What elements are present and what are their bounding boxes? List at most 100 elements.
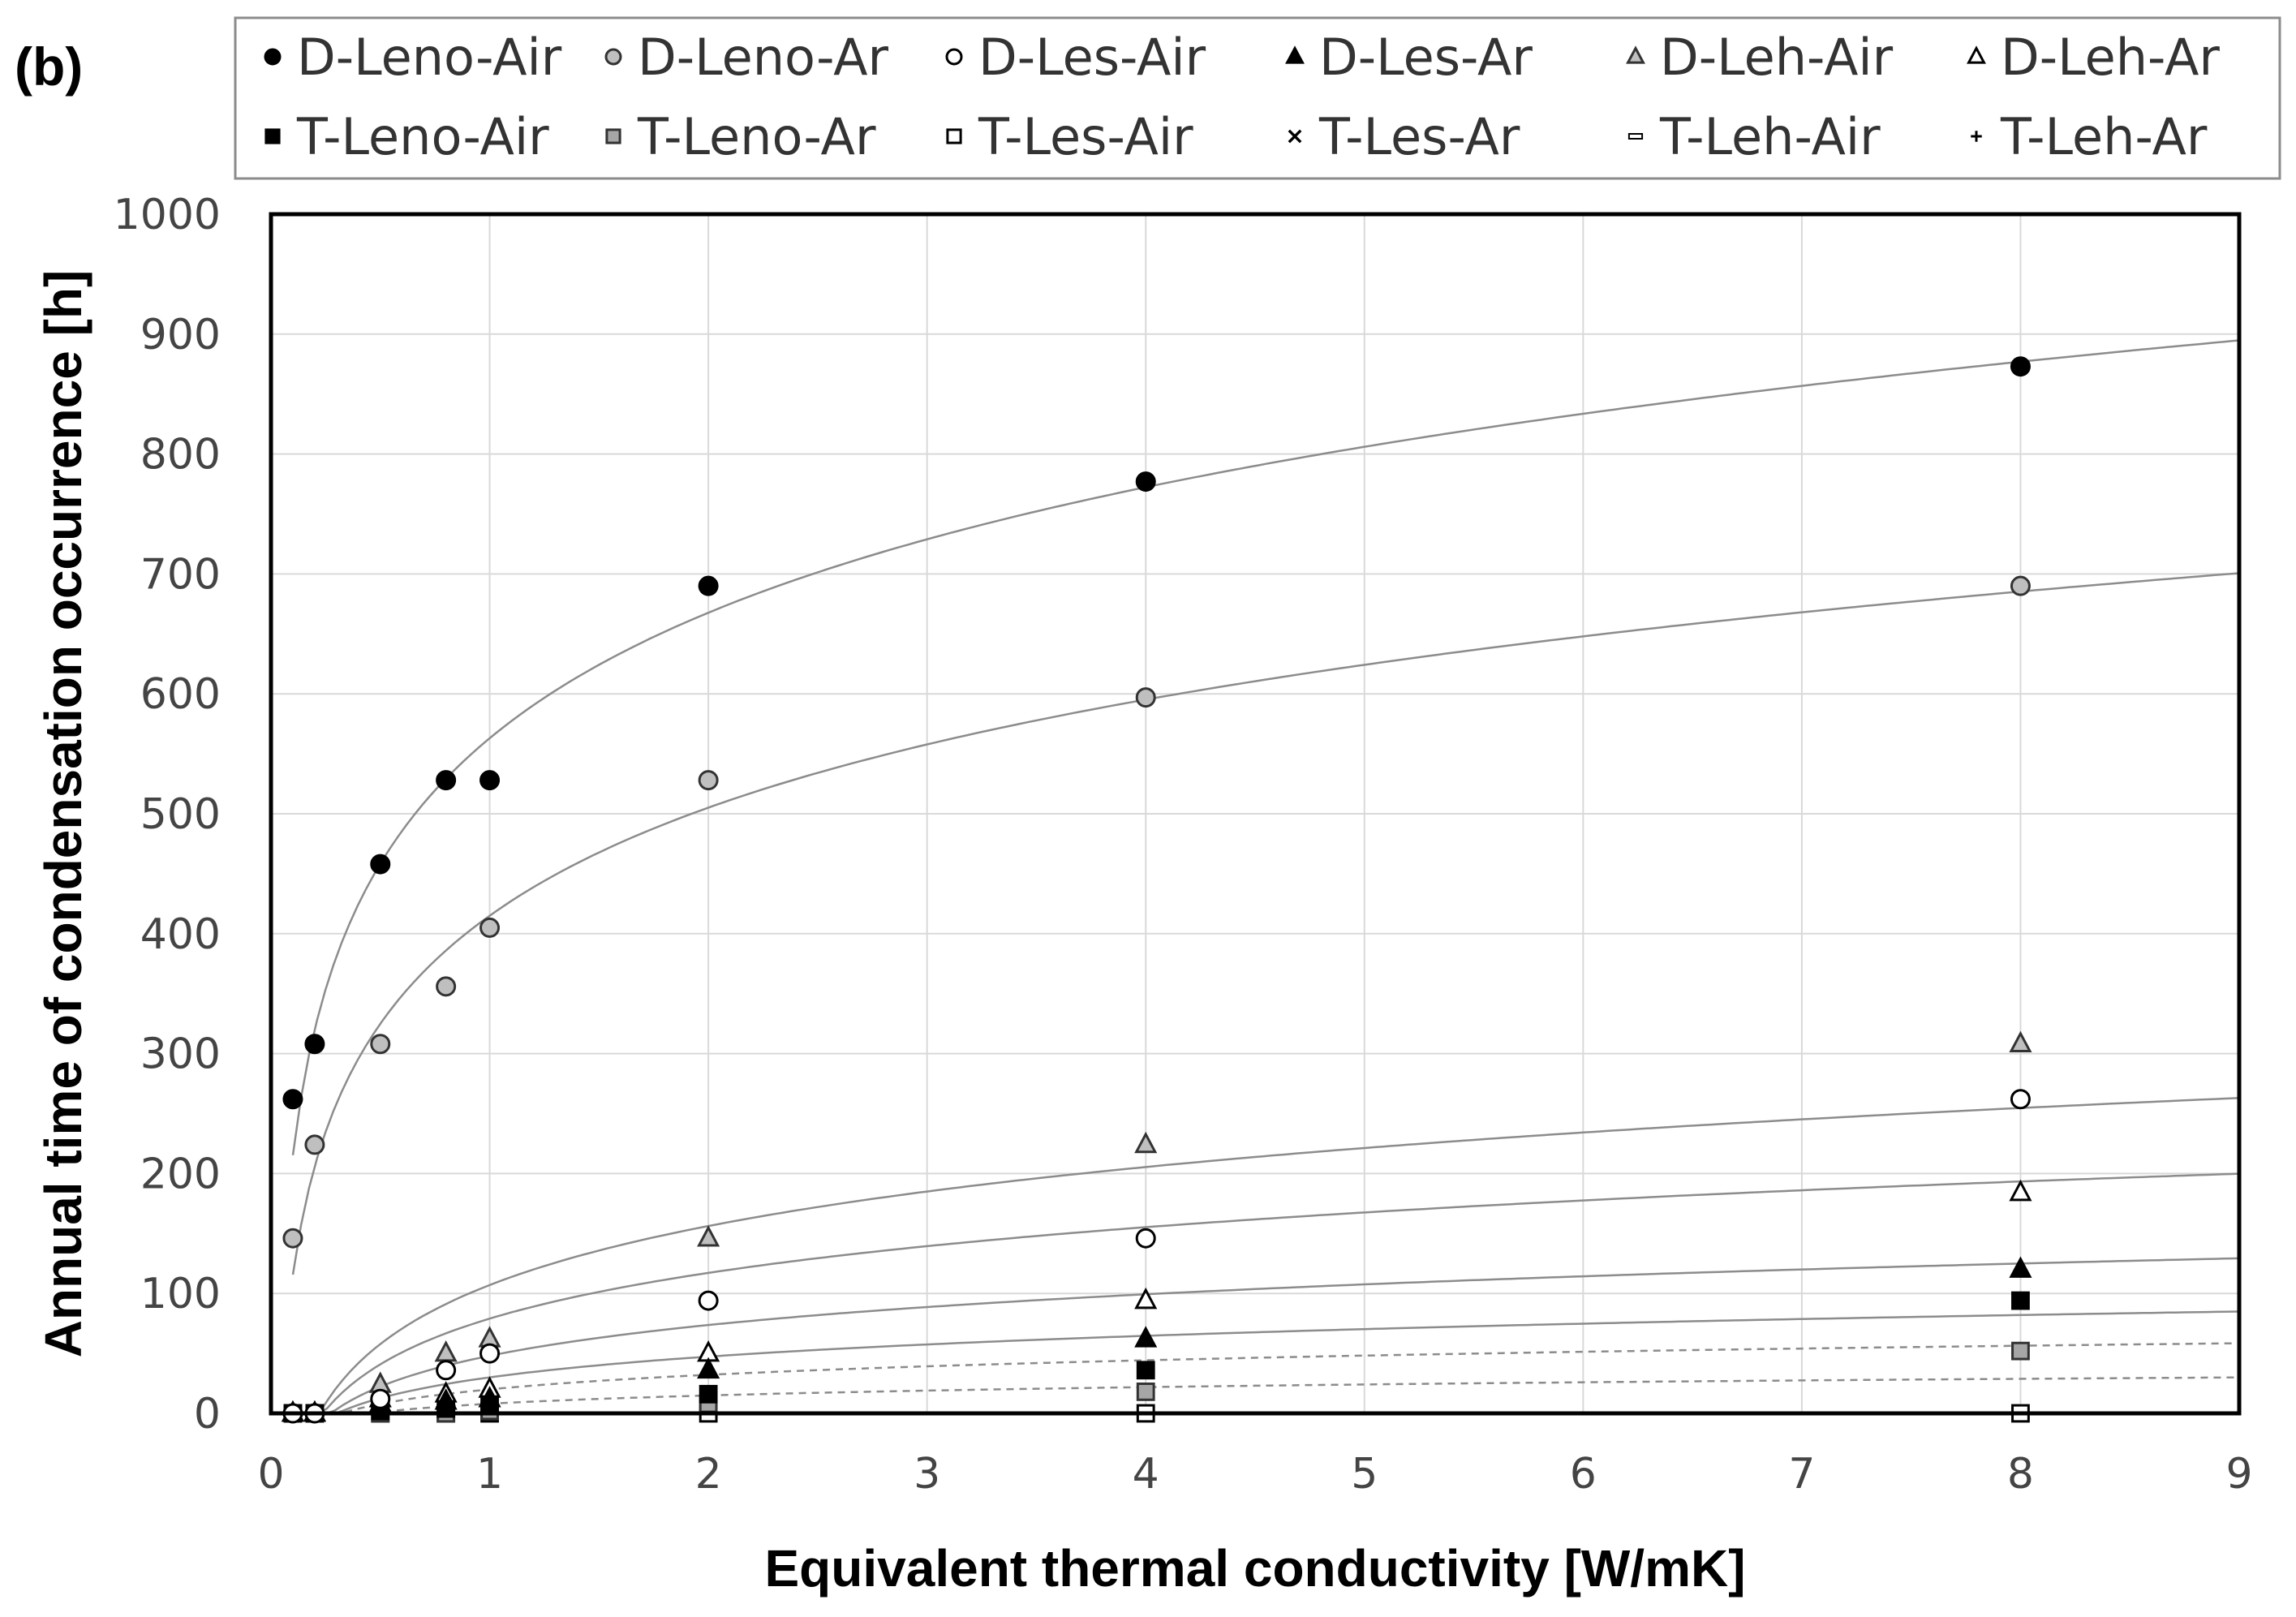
trendline-d-les-ar [319, 1310, 2240, 1415]
point-d-leno-air [1135, 471, 1156, 492]
legend-marker [1971, 131, 1982, 142]
legend-label: T-Les-Air [978, 107, 1193, 166]
legend-item: D-Leh-Air [1626, 28, 1894, 87]
legend-label: D-Leno-Ar [638, 28, 889, 87]
legend-item: D-Les-Air [945, 28, 1206, 87]
trendline-d-les-air [318, 1172, 2240, 1415]
legend-marker [945, 48, 963, 66]
point-d-leno-ar [370, 1034, 391, 1055]
legend-label: D-Les-Air [978, 28, 1206, 87]
legend-item: D-Leh-Ar [1967, 28, 2220, 87]
point-t-leno-ar [1136, 1382, 1155, 1401]
y-tick-label: 400 [140, 910, 221, 959]
point-d-leno-ar [304, 1134, 325, 1155]
legend-item: T-Leh-Ar [1971, 107, 2208, 166]
x-tick-label: 7 [1788, 1450, 1815, 1499]
point-d-leno-ar [698, 770, 719, 791]
legend-label: T-Leno-Air [296, 107, 549, 166]
point-d-les-air [1135, 1228, 1156, 1249]
legend-label: D-Leno-Air [297, 28, 562, 87]
trendline-t-leno-air [319, 1342, 2240, 1415]
y-tick-label: 300 [140, 1030, 221, 1079]
series-d-leno-ar [282, 575, 2031, 1249]
trendline-t-leno-ar [319, 1376, 2240, 1415]
point-d-les-air [436, 1360, 457, 1381]
point-d-leno-ar [282, 1228, 303, 1249]
point-d-les-air [479, 1343, 501, 1364]
legend-item: T-Leno-Ar [605, 107, 876, 166]
series-d-leno-air [282, 356, 2031, 1110]
plot-border [269, 212, 2242, 1416]
legend-marker [946, 128, 962, 144]
y-tick-label: 900 [140, 311, 221, 359]
point-d-leno-ar [1135, 687, 1156, 708]
legend-marker [1627, 133, 1644, 140]
legend-item: T-Les-Ar [1288, 107, 1520, 166]
legend: D-Leno-Air D-Leno-Ar D-Les-Air D-Les-Ar D-Le… [234, 16, 2281, 180]
point-d-les-ar [697, 1357, 720, 1379]
point-d-leno-ar [479, 917, 501, 938]
legend-marker [605, 128, 621, 144]
point-d-leno-air [2010, 356, 2031, 377]
point-d-leh-ar [1134, 1287, 1158, 1310]
x-tick-labels: 0 1 2 3 4 5 6 7 8 9 [257, 1450, 2252, 1499]
trendline-d-leh-ar [319, 1257, 2240, 1415]
point-d-les-air [370, 1388, 391, 1409]
legend-box [234, 16, 2281, 180]
point-d-les-ar [2009, 1256, 2032, 1278]
x-tick-label: 9 [2225, 1450, 2252, 1499]
y-tick-label: 200 [140, 1150, 221, 1198]
point-d-leh-air [1134, 1131, 1158, 1154]
y-tick-label: 800 [140, 431, 221, 480]
legend-item: T-Leh-Air [1627, 107, 1881, 166]
legend-label: T-Les-Ar [1318, 107, 1520, 166]
y-tick-label: 500 [140, 790, 221, 839]
legend-marker [264, 128, 281, 144]
x-axis-title: Equivalent thermal conductivity [W/mK] [764, 1539, 1745, 1598]
legend-label: T-Leh-Ar [2000, 107, 2208, 166]
point-d-les-air [698, 1290, 719, 1311]
x-tick-label: 6 [1570, 1450, 1597, 1499]
panel-label: (b) [15, 37, 83, 97]
x-tick-label: 1 [476, 1450, 503, 1499]
point-t-leno-air [699, 1384, 718, 1404]
point-d-les-ar [1134, 1326, 1158, 1348]
point-d-leh-ar [2009, 1179, 2032, 1202]
point-d-leh-air [697, 1225, 720, 1247]
y-axis-title: Annual time of condensation occurrence [… [34, 270, 92, 1358]
point-d-leno-air [479, 770, 501, 791]
point-d-les-ar [434, 1388, 458, 1410]
legend-item: T-Les-Air [946, 107, 1193, 166]
legend-label: T-Leh-Air [1659, 107, 1881, 166]
legend-marker [1288, 129, 1302, 144]
legend-item: D-Leno-Air [264, 28, 562, 87]
legend-label: D-Leh-Air [1660, 28, 1894, 87]
point-d-leno-air [304, 1034, 325, 1055]
point-d-leno-air [698, 575, 719, 596]
y-tick-label: 100 [140, 1270, 221, 1318]
x-tick-label: 8 [2007, 1450, 2034, 1499]
point-d-les-air [2010, 1089, 2031, 1110]
y-tick-label: 1000 [114, 191, 221, 239]
point-d-leno-air [282, 1089, 303, 1110]
trendline-d-leno-air [291, 339, 2240, 1155]
x-tick-label: 3 [914, 1450, 940, 1499]
trendline-d-leh-air [318, 1097, 2240, 1414]
legend-marker [1626, 45, 1645, 64]
point-t-leno-air [2011, 1291, 2030, 1310]
legend-item: T-Leno-Air [264, 107, 549, 166]
point-t-leno-ar [2011, 1341, 2030, 1361]
legend-label: D-Les-Ar [1319, 28, 1533, 87]
point-d-leno-ar [436, 976, 457, 997]
trendline-d-leno-ar [291, 572, 2240, 1275]
y-tick-label: 0 [194, 1390, 221, 1439]
point-t-leno-air [1136, 1361, 1155, 1380]
x-tick-label: 5 [1351, 1450, 1378, 1499]
x-tick-label: 0 [257, 1450, 284, 1499]
y-tick-label: 700 [140, 550, 221, 599]
legend-label: D-Leh-Ar [2001, 28, 2220, 87]
y-tick-label: 600 [140, 670, 221, 719]
legend-item: D-Les-Ar [1285, 28, 1533, 87]
legend-marker [264, 48, 282, 66]
